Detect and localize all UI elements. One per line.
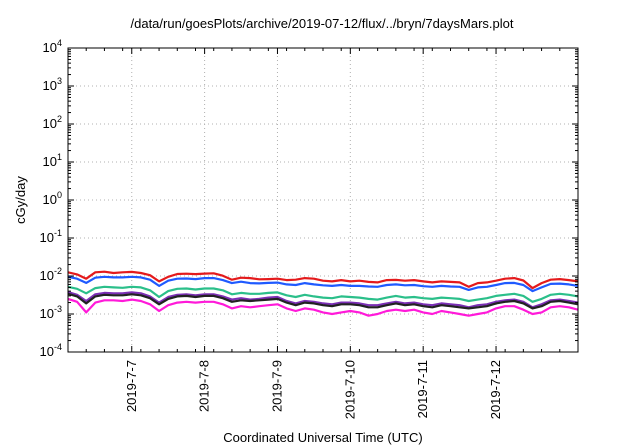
y-tick-label: 10-1	[40, 228, 62, 245]
series-line-4	[67, 290, 579, 309]
y-tick-label: 103	[43, 76, 62, 93]
x-tick-labels: 2019-7-7 2019-7-8 2019-7-9 2019-7-10 2019-7-…	[124, 360, 503, 419]
x-tick-label: 2019-7-10	[342, 360, 357, 419]
x-tick-label: 2019-7-8	[197, 360, 212, 412]
y-tick-label: 104	[43, 38, 62, 55]
y-axis-label: cGy/day	[13, 176, 28, 224]
series-line-3	[67, 285, 579, 303]
y-tick-label: 10-4	[40, 342, 62, 359]
y-tick-label: 10-2	[40, 266, 62, 283]
x-tick-label: 2019-7-12	[488, 360, 503, 419]
series-line-5	[67, 292, 579, 310]
y-tick-label: 10-3	[40, 304, 62, 321]
y-tick-label: 100	[43, 190, 62, 207]
x-tick-label: 2019-7-7	[124, 360, 139, 412]
x-axis-label: Coordinated Universal Time (UTC)	[223, 430, 422, 445]
y-tick-label: 102	[43, 114, 62, 131]
chart-title: /data/run/goesPlots/archive/2019-07-12/f…	[131, 16, 514, 31]
grid	[68, 48, 578, 352]
series-line-6	[67, 297, 579, 317]
y-tick-label: 101	[43, 152, 62, 169]
y-tick-labels: 10-4 10-3 10-2 10-1 100 101 102 103 104	[40, 38, 62, 359]
x-tick-label: 2019-7-11	[415, 360, 430, 418]
series-line-1	[67, 270, 579, 290]
x-tick-label: 2019-7-9	[269, 360, 284, 412]
series-line-2	[67, 275, 579, 293]
series-group	[67, 270, 579, 317]
ticks	[67, 47, 579, 353]
